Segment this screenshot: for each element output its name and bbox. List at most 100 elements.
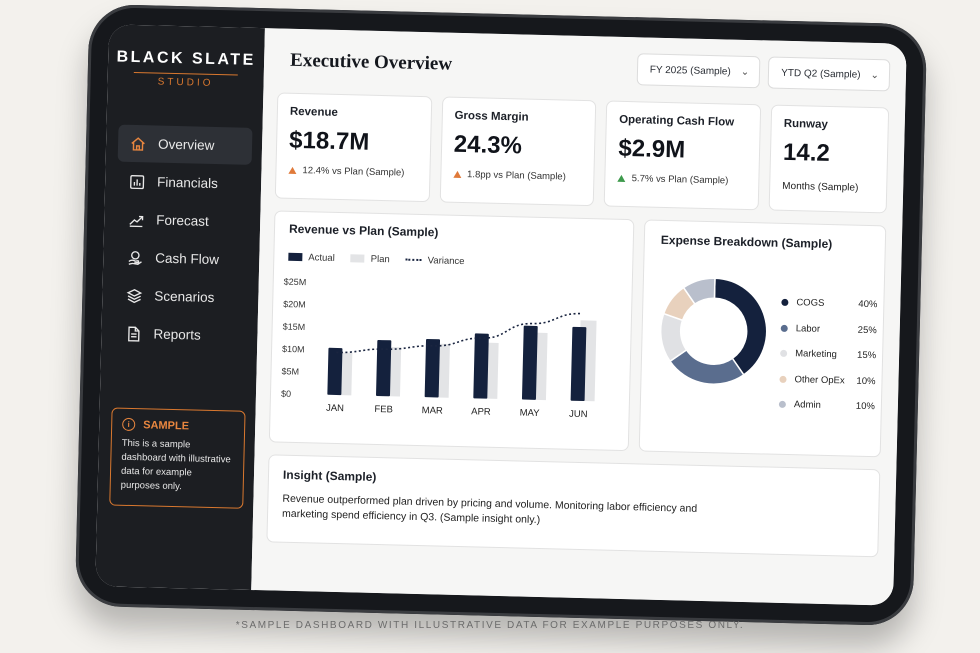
- expense-breakdown-card: Expense Breakdown (Sample) COGS 40% Labor 2…: [638, 219, 887, 458]
- trend-line-icon: [126, 209, 146, 229]
- x-tick-label: FEB: [374, 404, 393, 415]
- sidebar-item-cash-flow[interactable]: Cash Flow: [115, 239, 250, 279]
- expense-legend-item: COGS 40%: [781, 290, 878, 318]
- legend-percent: 10%: [856, 375, 876, 387]
- trend-up-icon: [288, 166, 297, 174]
- legend-plan: Plan: [350, 253, 390, 266]
- expense-legend-item: Admin 10%: [778, 392, 876, 420]
- sample-notice-text: This is a sample dashboard with illustra…: [120, 437, 231, 493]
- period-select[interactable]: YTD Q2 (Sample) ⌄: [767, 56, 891, 92]
- legend-label: Labor: [795, 322, 821, 335]
- legend-label: Marketing: [795, 348, 837, 361]
- legend-percent: 15%: [856, 349, 877, 362]
- x-tick-label: JAN: [326, 403, 344, 414]
- insight-title: Insight (Sample): [282, 467, 377, 485]
- kpi-delta-text: 1.8pp vs Plan (Sample): [466, 169, 566, 183]
- bar-actual: [376, 340, 392, 397]
- legend-dot: [780, 350, 788, 358]
- x-tick-label: MAY: [520, 407, 541, 418]
- footer-disclaimer: *SAMPLE DASHBOARD WITH ILLUSTRATIVE DATA…: [235, 620, 745, 631]
- trend-up-icon: [453, 170, 462, 178]
- insight-card: Insight (Sample) Revenue outperformed pl…: [266, 454, 881, 558]
- tablet-device: BLACK SLATE STUDIO Overview Financials: [74, 3, 928, 627]
- fiscal-year-select[interactable]: FY 2025 (Sample) ⌄: [636, 53, 761, 89]
- expense-legend-item: Labor 25%: [780, 315, 877, 343]
- kpi-sub: Months (Sample): [782, 180, 859, 194]
- sidebar-item-overview[interactable]: Overview: [117, 124, 253, 165]
- x-tick-label: APR: [471, 406, 491, 417]
- sidebar-item-label: Overview: [157, 136, 215, 153]
- kpi-value: 14.2: [782, 138, 831, 167]
- sidebar-item-label: Scenarios: [154, 288, 215, 305]
- kpi-value: 24.3%: [453, 130, 523, 160]
- home-icon: [128, 133, 148, 153]
- sidebar: BLACK SLATE STUDIO Overview Financials: [95, 24, 265, 590]
- revenue-chart-legend: Actual Plan Variance: [288, 252, 618, 271]
- legend-label: Other OpEx: [794, 373, 845, 387]
- kpi-delta: 12.4% vs Plan (Sample): [288, 165, 417, 179]
- page-title: Executive Overview: [289, 49, 453, 75]
- revenue-chart-title: Revenue vs Plan (Sample): [288, 221, 439, 240]
- legend-percent: 25%: [857, 324, 877, 336]
- kpi-value: $18.7M: [288, 126, 370, 156]
- kpi-label: Revenue: [289, 105, 338, 119]
- legend-plan-label: Plan: [370, 253, 390, 266]
- kpi-label: Operating Cash Flow: [619, 113, 735, 129]
- kpi-delta: 5.7% vs Plan (Sample): [617, 173, 747, 187]
- bar-chart-icon: [127, 171, 147, 191]
- kpi-delta: 1.8pp vs Plan (Sample): [453, 169, 582, 183]
- logo-main-text: BLACK SLATE: [116, 48, 256, 69]
- expense-donut-chart: [659, 277, 768, 385]
- coins-icon: [125, 247, 145, 267]
- legend-percent: 10%: [855, 400, 876, 413]
- bar-actual: [424, 338, 441, 398]
- revenue-vs-plan-card: Revenue vs Plan (Sample) Actual Plan Var…: [268, 210, 635, 452]
- bar-actual: [521, 325, 538, 400]
- kpi-row: Revenue $18.7M 12.4% vs Plan (Sample) Gr…: [274, 92, 890, 214]
- expense-chart-title: Expense Breakdown (Sample): [660, 232, 833, 252]
- page-header: Executive Overview FY 2025 (Sample) ⌄ YT…: [278, 40, 891, 95]
- fiscal-year-value: FY 2025 (Sample): [649, 64, 731, 78]
- sidebar-item-scenarios[interactable]: Scenarios: [114, 277, 249, 317]
- kpi-label: Gross Margin: [454, 109, 529, 124]
- y-tick-label: $5M: [281, 366, 299, 376]
- sample-notice: i SAMPLE This is a sample dashboard with…: [109, 407, 246, 509]
- legend-actual-label: Actual: [308, 252, 335, 264]
- sidebar-item-forecast[interactable]: Forecast: [116, 201, 251, 241]
- kpi-delta-text: 5.7% vs Plan (Sample): [631, 173, 729, 187]
- y-tick-label: $20M: [283, 299, 306, 310]
- expense-legend-item: Other OpEx 10%: [779, 366, 876, 394]
- donut-slice-admin: [682, 277, 716, 306]
- legend-dot: [780, 324, 788, 332]
- brand-logo: BLACK SLATE STUDIO: [107, 24, 264, 90]
- kpi-card-gross-margin[interactable]: Gross Margin 24.3% 1.8pp vs Plan (Sample…: [439, 96, 597, 207]
- kpi-card-runway[interactable]: Runway 14.2 Months (Sample): [768, 104, 890, 214]
- sidebar-item-label: Financials: [156, 174, 219, 192]
- kpi-card-revenue[interactable]: Revenue $18.7M 12.4% vs Plan (Sample): [274, 92, 432, 203]
- sidebar-item-label: Forecast: [156, 212, 209, 229]
- x-tick-label: MAR: [422, 405, 444, 417]
- layers-icon: [124, 285, 144, 305]
- expense-legend-item: Marketing 15%: [780, 341, 877, 369]
- charts-row: Revenue vs Plan (Sample) Actual Plan Var…: [268, 210, 887, 458]
- kpi-card-operating-cash-flow[interactable]: Operating Cash Flow $2.9M 5.7% vs Plan (…: [604, 100, 762, 211]
- bar-actual: [473, 333, 489, 399]
- y-tick-label: $15M: [283, 321, 306, 332]
- kpi-delta-text: 12.4% vs Plan (Sample): [302, 165, 405, 179]
- sample-notice-title: i SAMPLE: [122, 417, 234, 434]
- kpi-label: Runway: [783, 117, 828, 131]
- logo-divider: [133, 71, 238, 76]
- y-tick-label: $25M: [284, 277, 307, 288]
- revenue-bar-chart: $0 $5M $10M $15M $20M $25M JAN FEB MAR APR MAY JUN: [281, 277, 597, 420]
- donut-slice-cogs: [713, 277, 768, 376]
- legend-label: Admin: [793, 399, 821, 412]
- sidebar-item-reports[interactable]: Reports: [113, 315, 248, 355]
- legend-dot: [779, 375, 787, 383]
- legend-actual: Actual: [288, 252, 335, 264]
- main-content: Executive Overview FY 2025 (Sample) ⌄ YT…: [251, 28, 907, 606]
- insight-text: Revenue outperformed plan driven by pric…: [281, 492, 698, 527]
- legend-label: COGS: [796, 297, 825, 310]
- sidebar-item-financials[interactable]: Financials: [117, 163, 252, 203]
- sample-notice-title-text: SAMPLE: [143, 418, 190, 432]
- sidebar-item-label: Cash Flow: [155, 250, 220, 268]
